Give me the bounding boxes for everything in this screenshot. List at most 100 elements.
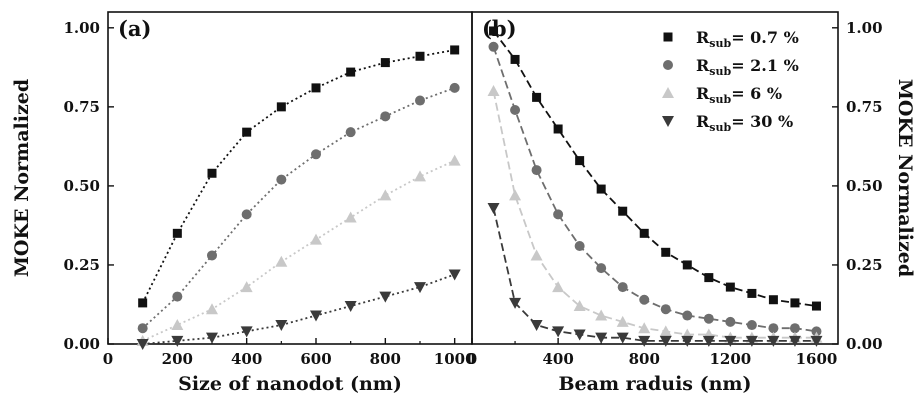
data-point (810, 335, 823, 347)
data-point (659, 335, 672, 347)
data-point (241, 209, 252, 220)
data-point (638, 335, 651, 347)
data-point (595, 332, 608, 344)
data-point (573, 300, 586, 312)
data-point (487, 203, 500, 215)
x-tick-label: 800 (629, 350, 660, 368)
data-point (725, 316, 736, 327)
data-point (509, 189, 522, 201)
data-point (240, 281, 253, 293)
data-point (310, 310, 322, 322)
data-point (596, 184, 606, 194)
panel-label: (b) (482, 16, 517, 41)
data-point (660, 304, 671, 315)
series-line (142, 273, 455, 345)
data-point (681, 335, 694, 347)
data-point (276, 174, 287, 185)
legend-entry: Rsub= 2.1 % (696, 56, 799, 78)
data-point (510, 54, 520, 64)
data-point (207, 168, 217, 178)
legend-marker (663, 32, 673, 42)
data-point (449, 82, 460, 93)
data-point (595, 309, 608, 321)
data-point (573, 329, 586, 341)
data-point (596, 263, 607, 274)
y-axis-label: MOKE Normalized (11, 79, 33, 277)
x-tick-label: 800 (370, 350, 401, 368)
data-point (745, 335, 758, 347)
series-line (142, 159, 456, 342)
data-point (553, 209, 564, 220)
data-point (310, 233, 322, 245)
data-point (380, 111, 391, 122)
x-tick-label: 400 (231, 350, 262, 368)
data-point (530, 249, 543, 261)
data-point (616, 315, 629, 327)
data-point (746, 320, 757, 331)
y-tick-label: 0.50 (63, 177, 100, 195)
data-point (206, 303, 218, 315)
data-point (768, 323, 779, 334)
data-point (415, 95, 425, 106)
data-point (346, 67, 356, 77)
legend-marker (663, 60, 673, 70)
data-point (137, 323, 148, 334)
series-line (492, 30, 817, 307)
data-point (747, 288, 757, 298)
data-point (574, 240, 585, 251)
y-axis-label: MOKE Normalized (894, 79, 916, 277)
data-point (448, 269, 461, 281)
data-point (618, 206, 628, 216)
y-tick-label: 0.75 (846, 98, 883, 116)
data-point (638, 322, 651, 334)
data-point (344, 211, 357, 223)
data-point (415, 51, 425, 61)
x-axis-label: Beam raduis (nm) (558, 373, 751, 395)
data-point (788, 335, 801, 347)
data-point (552, 326, 565, 338)
data-point (509, 297, 522, 309)
data-point (811, 301, 821, 311)
data-point (682, 310, 693, 321)
x-tick-label: 400 (542, 350, 573, 368)
data-point (171, 319, 184, 331)
x-tick-label: 600 (300, 350, 331, 368)
data-point (138, 298, 148, 308)
data-point (704, 273, 714, 283)
data-point (661, 247, 671, 257)
data-point (790, 298, 800, 308)
data-point (276, 102, 286, 112)
data-point (575, 156, 585, 166)
data-point (206, 332, 218, 344)
data-point (659, 325, 672, 337)
data-point (240, 326, 253, 338)
data-point (489, 26, 499, 36)
x-tick-label: 1600 (796, 350, 838, 368)
data-point (767, 335, 780, 347)
panel-b: 0 400 800 1200 1600 0.00 0.25 0.50 0.75 1.00 (b) Be… (467, 11, 916, 395)
data-point (617, 282, 628, 293)
data-point (702, 335, 715, 347)
data-point (379, 291, 392, 303)
series-line (492, 90, 817, 339)
data-point (414, 282, 426, 294)
data-point (450, 45, 460, 55)
data-point (275, 255, 288, 267)
y-tick-label: 0.00 (846, 335, 883, 353)
data-point (530, 320, 543, 332)
data-point (344, 301, 357, 313)
data-point (487, 85, 500, 97)
data-point (553, 124, 563, 134)
y-tick-label: 0.75 (63, 98, 100, 116)
data-point (639, 294, 650, 305)
data-point (311, 149, 321, 160)
legend-entry: Rsub= 6 % (696, 84, 782, 106)
x-tick-label: 1000 (434, 350, 476, 368)
data-point (789, 323, 800, 334)
data-point (532, 92, 542, 102)
x-tick-label: 200 (162, 350, 193, 368)
data-point (811, 326, 822, 337)
data-point (488, 41, 499, 52)
y-tick-label: 0.25 (846, 256, 883, 274)
